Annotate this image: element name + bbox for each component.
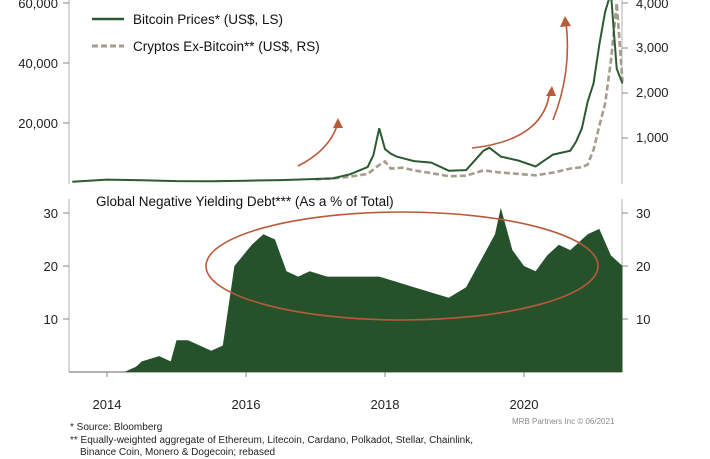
arrow-2019 bbox=[471, 89, 551, 149]
panel-title-negative-yield: Global Negative Yielding Debt*** (As a %… bbox=[96, 194, 394, 209]
arrowhead-icon bbox=[333, 118, 343, 128]
left-tick-label: 20,000 bbox=[18, 116, 58, 131]
right-tick-label: 4,000 bbox=[636, 0, 669, 11]
right-tick-label: 3,000 bbox=[636, 40, 669, 55]
arrowhead-icon bbox=[546, 86, 556, 96]
left-tick-label: 10 bbox=[44, 312, 58, 327]
legend-label-crypto: Cryptos Ex-Bitcoin** (US$, RS) bbox=[133, 39, 320, 54]
bitcoin-price-line bbox=[72, 0, 624, 183]
arrowhead-icon bbox=[560, 16, 571, 27]
right-tick-label: 1,000 bbox=[636, 130, 669, 145]
x-tick-label: 2014 bbox=[93, 397, 122, 412]
left-tick-label: 20 bbox=[44, 259, 58, 274]
left-tick-label: 30 bbox=[44, 206, 58, 221]
legend: Bitcoin Prices* (US$, LS) Cryptos Ex-Bit… bbox=[92, 12, 320, 54]
left-tick-label: 60,000 bbox=[18, 0, 58, 11]
footnote-crypto-definition-cont: Binance Coin, Monero & Dogecoin; rebased bbox=[80, 447, 276, 458]
footnote-crypto-definition: ** Equally-weighted aggregate of Ethereu… bbox=[70, 435, 474, 446]
trend-arrows bbox=[297, 16, 571, 167]
highlight-ellipse bbox=[205, 211, 599, 321]
right-tick-label: 10 bbox=[636, 312, 650, 327]
right-tick-label: 30 bbox=[636, 206, 650, 221]
x-tick-label: 2016 bbox=[232, 397, 261, 412]
x-tick-label: 2020 bbox=[510, 397, 539, 412]
footnote-source: * Source: Bloomberg bbox=[70, 422, 163, 433]
arrow-2017 bbox=[297, 122, 339, 167]
left-tick-label: 40,000 bbox=[18, 56, 58, 71]
right-tick-label: 20 bbox=[636, 259, 650, 274]
x-tick-label: 2018 bbox=[371, 397, 400, 412]
arrow-2020 bbox=[552, 21, 569, 121]
crypto-ex-bitcoin-line bbox=[315, 2, 624, 181]
negative-yield-debt-area bbox=[72, 207, 623, 372]
legend-label-bitcoin: Bitcoin Prices* (US$, LS) bbox=[133, 12, 283, 27]
tick-marks bbox=[63, 2, 628, 377]
right-tick-label: 2,000 bbox=[636, 85, 669, 100]
credit-text: MRB Partners Inc © 06/2021 bbox=[512, 417, 615, 426]
